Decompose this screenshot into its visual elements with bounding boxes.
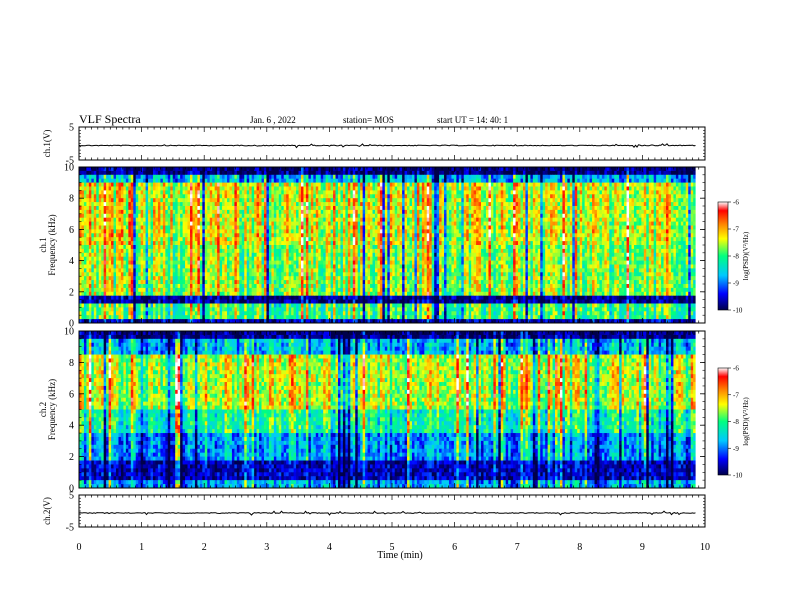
ch2-waveform-line <box>78 510 696 516</box>
x-axis-label: Time (min) <box>377 550 422 561</box>
ch2-spectrogram-colorbar-tick: -8 <box>733 418 739 426</box>
ch2-spectrogram-colorbar-tick: -10 <box>733 472 743 480</box>
ch1-spectrogram-colorbar: -6 -7 -8 -9 -10 log(PSD)(V²/Hz) <box>717 199 750 315</box>
ch1-spectrogram-ylabel: ch.1 <box>38 237 48 252</box>
ch1-spectrogram-colorbar-tick: -7 <box>733 226 739 234</box>
ch2-spectrogram-ylabel: ch.2 <box>38 402 48 417</box>
ch1-waveform-axes: 5 -5 ch.1(V) <box>42 123 706 167</box>
ch1-waveform-ytick-label: -5 <box>66 156 74 167</box>
x-tick-label: 10 <box>700 542 710 553</box>
ch2-waveform-trace <box>78 510 696 516</box>
header-date: Jan. 6 , 2022 <box>250 115 296 125</box>
header-station: station= MOS <box>343 115 394 125</box>
chart-title: VLF Spectra <box>79 112 141 127</box>
ch1-spectrogram-ylabel: Frequency (kHz) <box>47 214 57 275</box>
ch1-spectrogram-colorbar-label: log(PSD)(V²/Hz) <box>742 231 750 280</box>
ch1-spectrogram-ytick-label: 6 <box>69 225 74 236</box>
ch2-waveform-axes: 5 -5 ch.2(V) <box>42 491 706 534</box>
ch2-spectrogram-axes: 0 2 4 6 8 10 ch.2 Frequency (kHz) <box>38 327 706 495</box>
ch2-spectrogram-colorbar-label: log(PSD)(V²/Hz) <box>742 397 750 446</box>
x-tick-label: 8 <box>577 542 582 553</box>
ch2-spectrogram-colorbar-tick: -6 <box>733 365 739 373</box>
ch1-waveform-line <box>78 143 696 149</box>
ch2-spectrogram-ytick-label: 10 <box>64 327 74 338</box>
ch1-spectrogram-image <box>79 167 705 324</box>
ch2-spectrogram-image <box>79 331 705 489</box>
ch1-spectrogram-ytick-label: 4 <box>69 256 74 267</box>
x-tick-label: 7 <box>515 542 520 553</box>
ch1-waveform-ytick-label: 5 <box>69 123 74 134</box>
x-tick-label: 6 <box>452 542 457 553</box>
x-tick-label: 3 <box>264 542 269 553</box>
ch1-waveform-trace <box>78 143 696 149</box>
ch2-spectrogram-colorbar-tick: -7 <box>733 391 739 399</box>
x-tick-label: 5 <box>390 542 395 553</box>
x-tick-label: 9 <box>640 542 645 553</box>
ch1-waveform-ylabel: ch.1(V) <box>42 130 52 158</box>
ch2-spectrogram-ytick-label: 0 <box>69 484 74 495</box>
ch1-spectrogram-axes: 0 2 4 6 8 10 ch.1 Frequency (kHz) <box>38 163 706 330</box>
header-start-time: start UT = 14: 40: 1 <box>437 115 508 125</box>
ch2-spectrogram-ytick-label: 8 <box>69 358 74 369</box>
ch1-spectrogram-colorbar-scale <box>717 201 729 311</box>
ch2-spectrogram-ytick-label: 6 <box>69 389 74 400</box>
ch2-waveform-ylabel: ch.2(V) <box>42 497 52 525</box>
ch1-spectrogram-colorbar-tick: -6 <box>733 199 739 207</box>
x-axis: 0 1 2 3 4 5 6 7 8 9 10 Time (min) <box>77 542 711 561</box>
ch2-spectrogram-ylabel: Frequency (kHz) <box>47 379 57 440</box>
ch2-spectrogram-colorbar: -6 -7 -8 -9 -10 log(PSD)(V²/Hz) <box>717 365 750 480</box>
ch1-spectrogram-colorbar-tick: -9 <box>733 280 739 288</box>
x-tick-label: 4 <box>327 542 332 553</box>
ch2-spectrogram-ytick-label: 2 <box>69 452 74 463</box>
x-tick-label: 1 <box>139 542 144 553</box>
ch2-waveform-ytick-label: -5 <box>66 523 74 534</box>
ch1-spectrogram-colorbar-tick: -8 <box>733 253 739 261</box>
ch2-waveform-ytick-label: 5 <box>69 491 74 502</box>
x-tick-label: 0 <box>77 542 82 553</box>
x-tick-label: 2 <box>202 542 207 553</box>
ch2-spectrogram-colorbar-tick: -9 <box>733 445 739 453</box>
ch1-spectrogram-ytick-label: 0 <box>69 319 74 330</box>
ch1-spectrogram-colorbar-tick: -10 <box>733 307 743 315</box>
ch2-spectrogram-ytick-label: 4 <box>69 421 74 432</box>
ch1-spectrogram-ytick-label: 8 <box>69 194 74 205</box>
ch2-spectrogram-colorbar-scale <box>717 367 729 476</box>
ch1-spectrogram-ytick-label: 10 <box>64 163 74 174</box>
ch1-spectrogram-ytick-label: 2 <box>69 287 74 298</box>
